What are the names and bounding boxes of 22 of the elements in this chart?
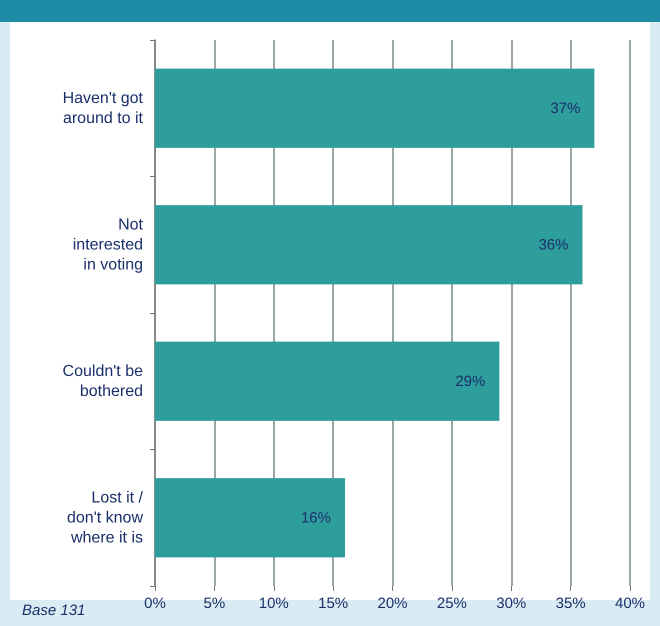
data-label: 37% <box>550 100 580 117</box>
x-tick-label: 10% <box>258 595 289 612</box>
x-tick-label: 30% <box>496 595 526 612</box>
x-tick-label: 20% <box>377 595 408 612</box>
data-label: 29% <box>455 372 486 390</box>
y-tick-label: Couldn't be bothered <box>62 362 144 400</box>
bar <box>155 478 345 558</box>
x-tick-label: 35% <box>556 595 586 612</box>
y-tick-label: Haven't got around to it <box>62 90 144 127</box>
y-tick-label: Lost it / don't know where it is <box>67 489 144 546</box>
x-tick-label: 25% <box>436 595 467 612</box>
bar <box>155 205 582 284</box>
y-tick-label: Not interested in voting <box>72 216 144 274</box>
x-tick-label: 0% <box>144 595 166 612</box>
data-label: 36% <box>538 236 568 254</box>
bar <box>155 342 500 421</box>
data-label: 16% <box>300 509 331 526</box>
text: Base 131 <box>22 602 86 619</box>
x-tick-label: 15% <box>318 595 348 612</box>
x-tick-label: 40% <box>614 595 646 612</box>
bar <box>155 68 594 148</box>
x-tick-label: 5% <box>204 595 226 612</box>
